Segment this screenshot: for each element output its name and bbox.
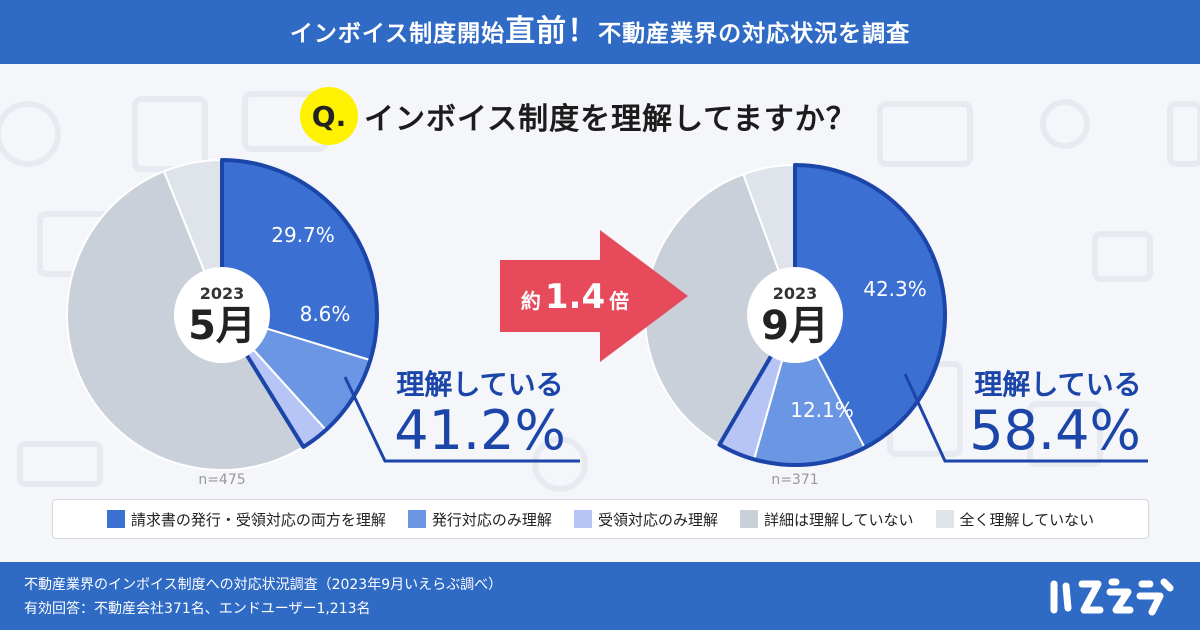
legend-swatch [407, 510, 426, 528]
legend-label: 請求書の発行・受領対応の両方を理解 [130, 510, 386, 529]
lock-icon [1092, 231, 1153, 282]
slice-label: 12.1% [790, 398, 854, 422]
summary-label: 理解している [974, 368, 1141, 401]
title-part1: インボイス制度開始 [289, 21, 506, 47]
sample-size: n=475 [198, 472, 245, 488]
legend-label: 全く理解していない [959, 510, 1095, 529]
summary-value: 41.2% [394, 399, 566, 462]
slice-label: 29.7% [271, 223, 335, 247]
wrench-icon [1040, 99, 1090, 149]
slice-label: 8.6% [300, 302, 351, 326]
header-bar: インボイス制度開始直前！不動産業界の対応状況を調査 [0, 0, 1200, 64]
sample-size: n=371 [771, 472, 818, 488]
growth-label: 約 1.4 倍 [521, 277, 629, 317]
map-pin-icon [532, 436, 588, 492]
question-badge: Q. [300, 87, 358, 145]
legend-item-issue-only: 発行対応のみ理解 [407, 509, 552, 530]
legend-label: 詳細は理解していない [763, 510, 914, 529]
survey-respondents: 有効回答：不動産会社371名、エンドユーザー1,213名 [24, 601, 371, 617]
slice-label: 42.3% [863, 277, 927, 301]
monitor-icon [877, 101, 973, 167]
title-part2: 不動産業界の対応状況を調査 [598, 21, 911, 47]
legend-label: 受領対応のみ理解 [597, 510, 718, 529]
legend-label: 発行対応のみ理解 [431, 510, 552, 529]
understood-outline [717, 163, 947, 467]
donut-center [174, 267, 270, 363]
summary-value: 58.4% [969, 399, 1141, 462]
footer-bar: 不動産業界のインボイス制度への対応状況調査（2023年9月いえらぶ調べ） 有効回… [0, 562, 1200, 630]
legend: 請求書の発行・受領対応の両方を理解 発行対応のみ理解 受領対応のみ理解 詳細は理… [52, 499, 1149, 539]
legend-swatch [106, 510, 125, 528]
survey-source: 不動産業界のインボイス制度への対応状況調査（2023年9月いえらぶ調べ） [24, 577, 503, 593]
growth-arrow [500, 230, 688, 362]
chart-month: 5月 [188, 303, 256, 349]
summary-label: 理解している [396, 368, 563, 401]
chart-year: 2023 [773, 284, 818, 303]
legend-item-receive-only: 受領対応のみ理解 [573, 509, 718, 530]
title-emphasis: 直前！ [505, 14, 599, 49]
question-text: インボイス制度を理解してますか？ [364, 102, 857, 137]
globe-icon [0, 101, 61, 167]
pen-icon [17, 441, 103, 487]
chart-panel: Q. インボイス制度を理解してますか？ 2023 5月 29.7% 8.6% 理解してい… [0, 64, 1200, 562]
legend-swatch [739, 510, 758, 528]
understood-outline [220, 158, 379, 449]
chart-month: 9月 [761, 303, 829, 349]
pie-charts: 20235月29.7%8.6%理解している41.2%n=47520239月42.… [66, 158, 1148, 488]
legend-swatch [573, 510, 592, 528]
ierabu-logo [1050, 578, 1174, 616]
legend-swatch [935, 510, 954, 528]
donut-center [747, 267, 843, 363]
page-title: インボイス制度開始直前！不動産業界の対応状況を調査 [0, 0, 1200, 64]
leader-line [903, 373, 1148, 463]
chart-icon [1027, 401, 1103, 467]
phone-icon [1167, 101, 1200, 167]
question-heading: Q. インボイス制度を理解してますか？ [300, 86, 857, 146]
leader-line [343, 376, 580, 463]
legend-item-both: 請求書の発行・受領対応の両方を理解 [106, 509, 386, 530]
chart-year: 2023 [200, 284, 245, 303]
legend-item-not-at-all: 全く理解していない [935, 509, 1095, 530]
legend-item-not-detailed: 詳細は理解していない [739, 509, 914, 530]
